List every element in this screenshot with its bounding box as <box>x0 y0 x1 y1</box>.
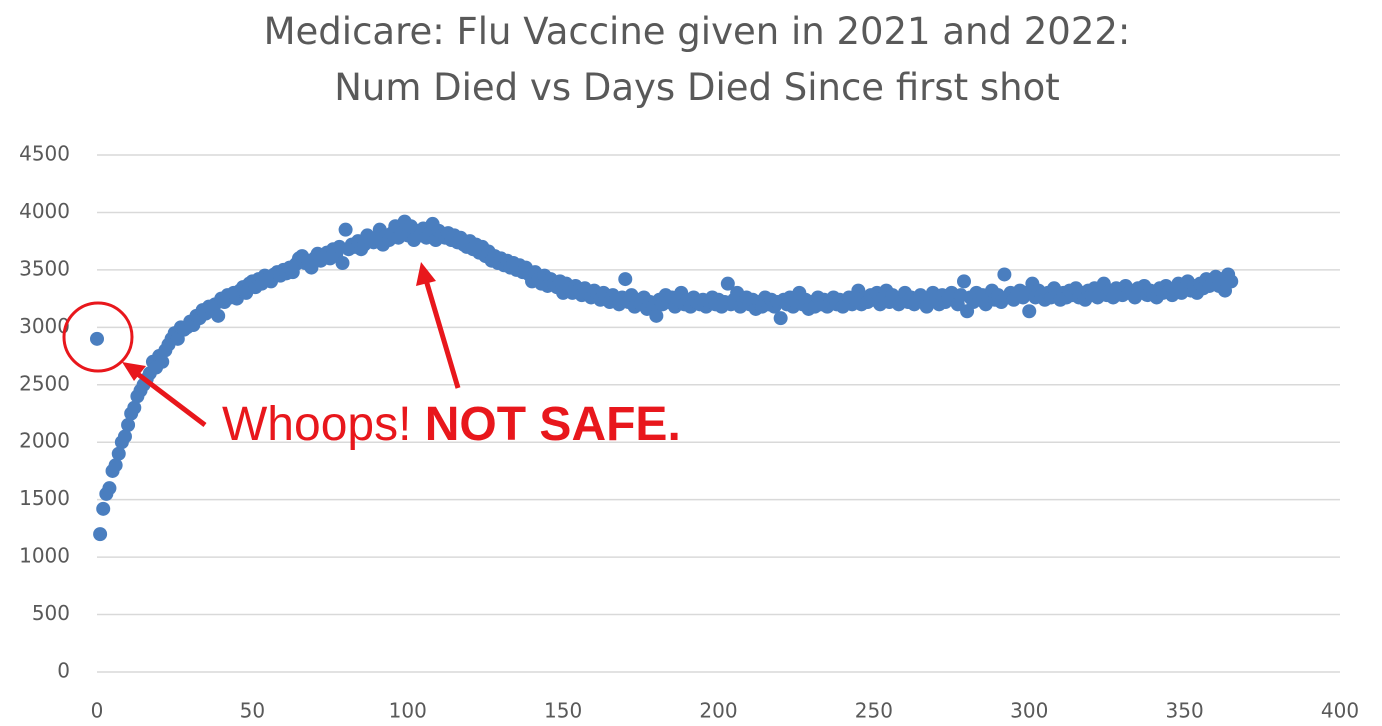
y-tick-label: 4000 <box>19 199 70 223</box>
point <box>111 446 126 461</box>
point <box>773 311 788 326</box>
point <box>96 501 111 516</box>
point <box>997 267 1012 282</box>
point <box>956 274 971 289</box>
chart-title: Medicare: Flu Vaccine given in 2021 and … <box>264 10 1131 53</box>
x-tick-label: 350 <box>1166 699 1204 723</box>
point <box>108 458 123 473</box>
y-tick-label: 0 <box>57 659 70 683</box>
y-tick-label: 500 <box>32 601 70 625</box>
x-tick-label: 250 <box>855 699 893 723</box>
annotation: Whoops! NOT SAFE. <box>62 262 681 451</box>
x-tick-label: 400 <box>1321 699 1359 723</box>
arrowhead <box>416 262 436 286</box>
point <box>1022 304 1037 319</box>
point <box>121 417 136 432</box>
point <box>127 400 142 415</box>
annotation-text: NOT SAFE. <box>425 398 681 451</box>
y-tick-label: 4500 <box>19 142 70 166</box>
y-tick-label: 3500 <box>19 256 70 280</box>
y-tick-label: 2500 <box>19 371 70 395</box>
point <box>618 272 633 287</box>
x-tick-label: 300 <box>1010 699 1048 723</box>
y-tick-label: 3000 <box>19 314 70 338</box>
arrow <box>423 279 461 389</box>
x-tick-label: 150 <box>544 699 582 723</box>
annotation-text: Whoops! NOT SAFE. <box>222 398 681 451</box>
y-tick-label: 1000 <box>19 544 70 568</box>
annotation-text: Whoops! <box>222 398 411 451</box>
x-tick-label: 200 <box>699 699 737 723</box>
arrow <box>133 370 207 427</box>
y-tick-label: 1500 <box>19 486 70 510</box>
point <box>93 527 108 542</box>
point <box>338 222 353 237</box>
x-tick-label: 0 <box>91 699 104 723</box>
y-tick-label: 2000 <box>19 429 70 453</box>
points <box>90 214 1239 542</box>
point <box>211 308 226 323</box>
point <box>335 255 350 270</box>
point <box>649 308 664 323</box>
x-tick-label: 100 <box>389 699 427 723</box>
x-tick-label: 50 <box>240 699 265 723</box>
point <box>117 429 132 444</box>
point <box>102 481 117 496</box>
point <box>1224 274 1239 289</box>
grid: 0 500 1000 1500 2000 2500 3000 3500 4000 4500 0 50 1… <box>19 142 1359 723</box>
arrowhead <box>122 362 146 381</box>
highlight-circle <box>62 301 134 373</box>
point <box>720 276 735 291</box>
point <box>90 331 104 346</box>
chart-title: Num Died vs Days Died Since first shot <box>334 66 1060 109</box>
point <box>155 354 170 369</box>
